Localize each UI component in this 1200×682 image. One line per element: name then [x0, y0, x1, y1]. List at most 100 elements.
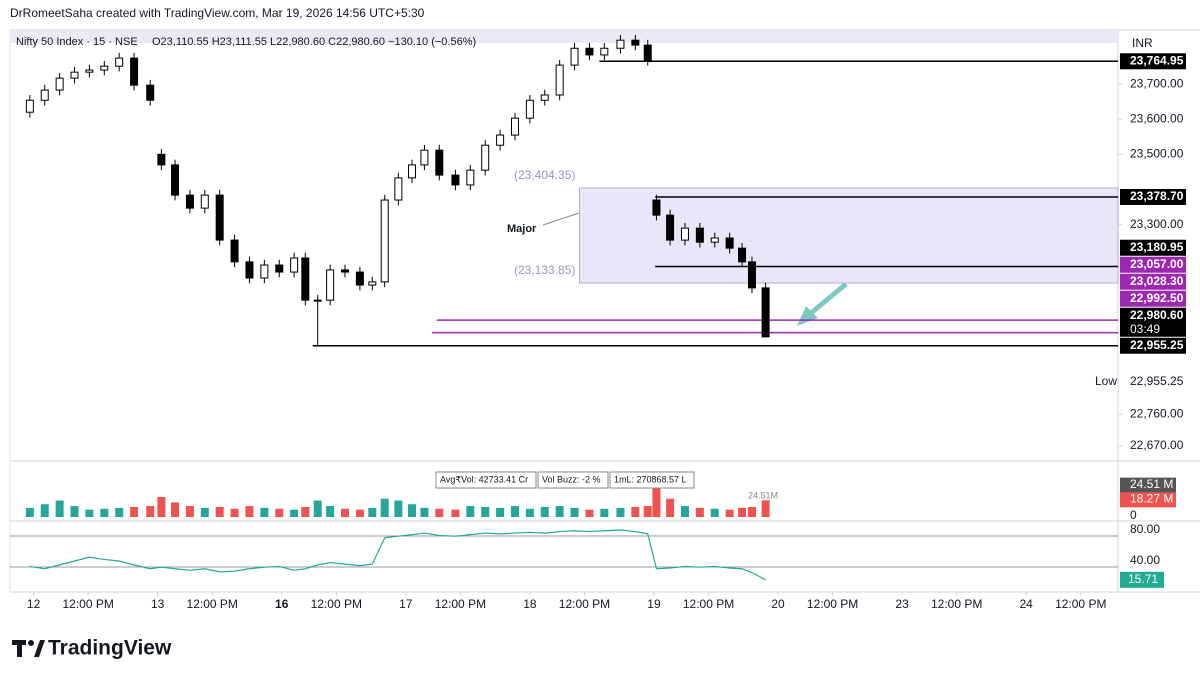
volume-bar [341, 508, 350, 517]
volume-bar [355, 509, 364, 517]
candle-body [100, 65, 109, 71]
volume-bar [496, 507, 505, 517]
top-band [10, 31, 1118, 43]
volume-bar [25, 507, 34, 517]
volume-bar [85, 509, 94, 517]
volume-bar [230, 508, 239, 517]
volume-bar [368, 507, 377, 517]
ohlc-legend: O23,110.55 H23,111.55 L22,980.60 C22,980… [152, 36, 476, 48]
price-label-bg [1120, 337, 1186, 354]
candle-body [725, 237, 734, 249]
candle-body [761, 287, 770, 338]
candle-body [710, 237, 719, 243]
volume-bar [394, 500, 403, 517]
y-tick-label: 23,500.00 [1130, 147, 1184, 161]
volume-bar [146, 506, 155, 517]
volume-bar [481, 506, 490, 517]
volume-bar [616, 507, 625, 517]
candle-body [380, 199, 389, 283]
volume-bar [326, 506, 335, 517]
countdown: 03:49 [1130, 322, 1160, 336]
volume-bar [600, 508, 609, 517]
candle-body [451, 174, 460, 186]
price-label: 22,980.60 [1130, 308, 1184, 322]
volume-bar [466, 506, 475, 517]
x-tick-label: 12:00 PM [311, 597, 362, 611]
volume-axis-bg [1120, 492, 1176, 508]
price-label-bg [1120, 239, 1186, 256]
x-tick-label: 24 [1020, 597, 1034, 611]
candle-body [643, 44, 652, 61]
volume-bar [761, 500, 770, 517]
volume-bar [666, 498, 675, 517]
candle-body [157, 153, 166, 166]
price-label-bg [1120, 188, 1186, 205]
arrow [797, 282, 848, 326]
rsi-tick-label: 80.00 [1130, 522, 1160, 536]
candle-body [341, 269, 350, 273]
volume-bar [260, 507, 269, 517]
volume-bar [710, 508, 719, 517]
volume-last: 24.51M [748, 490, 778, 500]
candle-body [355, 271, 364, 286]
info-box [435, 471, 537, 489]
x-tick-label: 12:00 PM [435, 597, 486, 611]
y-tick-label: 23,700.00 [1130, 76, 1184, 90]
price-label-bg [1120, 290, 1186, 307]
symbol: Nifty 50 Index · 15 · NSE [16, 36, 138, 48]
volume-bar [185, 506, 194, 517]
annotation: Major [507, 223, 537, 235]
volume-bar [70, 506, 79, 517]
volume-bar [290, 509, 299, 517]
candle-body [481, 144, 490, 171]
candle-body [616, 39, 625, 49]
candle-body [275, 264, 284, 273]
candle-body [666, 214, 675, 241]
x-tick-label: 19 [647, 597, 661, 611]
price-label-bg [1120, 53, 1186, 70]
price-label: 23,378.70 [1130, 189, 1184, 203]
logo: TradingView [48, 637, 172, 660]
x-tick-label: 23 [895, 597, 909, 611]
y-tick-label: 23,600.00 [1130, 111, 1184, 125]
candle-body [260, 264, 269, 279]
x-tick-label: 18 [523, 597, 537, 611]
info-text: 1mL: 270868.57 L [614, 474, 687, 484]
y-tick-label: 22,760.00 [1130, 407, 1184, 421]
info-box [537, 471, 609, 489]
volume-bar [40, 504, 49, 517]
volume-bar [130, 506, 139, 517]
volume-bar [100, 508, 109, 517]
rsi-tick-label: 40.00 [1130, 553, 1160, 567]
volume-bar [215, 506, 224, 517]
price-label-bg [1120, 273, 1186, 290]
volume-bar [435, 508, 444, 517]
price-label: 22,992.50 [1130, 291, 1184, 305]
candle-body [652, 199, 661, 216]
volume-bar [313, 500, 322, 517]
rsi-line [29, 529, 766, 581]
candle-body [25, 99, 34, 113]
candle-body [600, 47, 609, 56]
volume-bar [275, 508, 284, 517]
price-label: 23,028.30 [1130, 274, 1184, 288]
volume-bar [695, 507, 704, 517]
x-tick-label: 20 [771, 597, 785, 611]
candle-body [313, 299, 322, 302]
candle-body [55, 77, 64, 91]
x-tick-label: 12:00 PM [931, 597, 982, 611]
x-tick-label: 12:00 PM [1055, 597, 1106, 611]
zone-label: (23,404.35) [514, 168, 575, 182]
candle-body [496, 134, 505, 146]
volume-bar [525, 508, 534, 517]
volume-bar [555, 506, 564, 517]
volume-bar [451, 509, 460, 517]
low-value: 22,955.25 [1130, 374, 1184, 388]
price-label: 23,764.95 [1130, 53, 1184, 67]
candle-body [290, 257, 299, 273]
price-label-bg [1120, 307, 1186, 337]
price-label-bg [1120, 256, 1186, 273]
candle-body [40, 89, 49, 101]
low-label: Low [1095, 374, 1117, 388]
